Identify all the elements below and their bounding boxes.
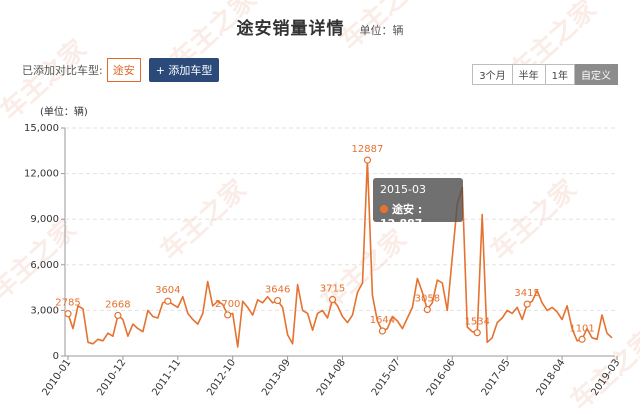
x-tick-label: 2019-03 [589, 357, 622, 398]
data-point [224, 311, 232, 319]
tooltip-value-row: 途安 : 12,887 [380, 203, 423, 230]
x-tick-label: 2016-06 [425, 357, 458, 398]
data-point [378, 327, 387, 335]
compare-bar: 已添加对比车型: 途安 + 添加车型 [22, 58, 220, 82]
data-label: 3415 [514, 288, 539, 299]
data-point [363, 156, 372, 164]
y-tick-label: 6,000 [30, 260, 59, 271]
series-group [64, 156, 613, 348]
data-point [423, 305, 431, 314]
data-label: 3604 [155, 285, 180, 296]
data-point [64, 310, 72, 318]
x-tick-label: 2010-12 [95, 357, 128, 398]
x-tick-label: 2014-08 [315, 357, 348, 398]
x-tick-label: 2012-10 [205, 357, 238, 398]
data-point [473, 329, 481, 337]
series-line-tuan [67, 159, 613, 348]
add-model-button[interactable]: + 添加车型 [148, 58, 220, 82]
x-tick-label: 2010-01 [40, 357, 73, 398]
data-label: 3058 [415, 294, 440, 305]
y-axis-label: (单位：辆) [40, 105, 88, 118]
data-labels: 2785 2668 3604 2700 3646 3715 12887 1644 3058 153… [55, 144, 595, 334]
y-tick-label: 9,000 [30, 214, 59, 225]
data-point [523, 300, 531, 308]
chart-tooltip: 2015-03 途安 : 12,887 [373, 178, 463, 230]
data-point [578, 335, 586, 343]
x-tick-label: 2011-11 [150, 357, 183, 398]
x-tick-label: 2017-05 [480, 357, 513, 398]
range-selector: 3个月 半年 1年 自定义 [472, 64, 618, 85]
data-point [164, 297, 172, 305]
tooltip-series-name: 途安 [392, 203, 414, 216]
y-axis-ticks: 0 3,000 6,000 9,000 12,000 15,000 [24, 123, 59, 362]
data-point [274, 296, 282, 305]
data-label: 1534 [465, 317, 490, 328]
compare-label: 已添加对比车型: [22, 64, 103, 77]
tooltip-value: 12,887 [380, 217, 423, 230]
range-button-3-months[interactable]: 3个月 [472, 64, 513, 85]
data-point [328, 295, 337, 304]
x-tick-label: 2018-04 [535, 357, 568, 398]
x-tick-label: 2015-07 [370, 357, 403, 398]
data-label: 2785 [55, 298, 80, 309]
range-button-half-year[interactable]: 半年 [512, 64, 546, 85]
title-row: 途安销量详情 单位：辆 [0, 14, 640, 39]
x-tick-label: 2013-09 [260, 357, 293, 398]
chart-grid [61, 127, 618, 360]
data-label: 3715 [320, 284, 345, 295]
data-label: 12887 [352, 144, 384, 155]
data-label: 2668 [105, 299, 130, 310]
y-tick-label: 12,000 [24, 169, 59, 180]
range-button-1-year[interactable]: 1年 [545, 64, 575, 85]
data-label: 1101 [569, 323, 594, 334]
compare-chip-tuan[interactable]: 途安 [106, 58, 141, 82]
range-button-custom[interactable]: 自定义 [575, 64, 618, 85]
data-point [114, 311, 122, 320]
y-tick-label: 0 [53, 351, 59, 362]
unit-label: 单位：辆 [359, 24, 404, 37]
x-axis-ticks: 2010-01 2010-12 2011-11 2012-10 2013-09 2014-… [40, 357, 622, 398]
data-label: 2700 [215, 299, 240, 310]
y-tick-label: 3,000 [30, 305, 59, 316]
data-label: 3646 [265, 285, 290, 296]
tooltip-date: 2015-03 [380, 183, 426, 196]
data-label: 1644 [370, 315, 395, 326]
page-title: 途安销量详情 [236, 19, 345, 39]
series-dot-icon [380, 205, 388, 213]
y-tick-label: 15,000 [24, 123, 59, 134]
